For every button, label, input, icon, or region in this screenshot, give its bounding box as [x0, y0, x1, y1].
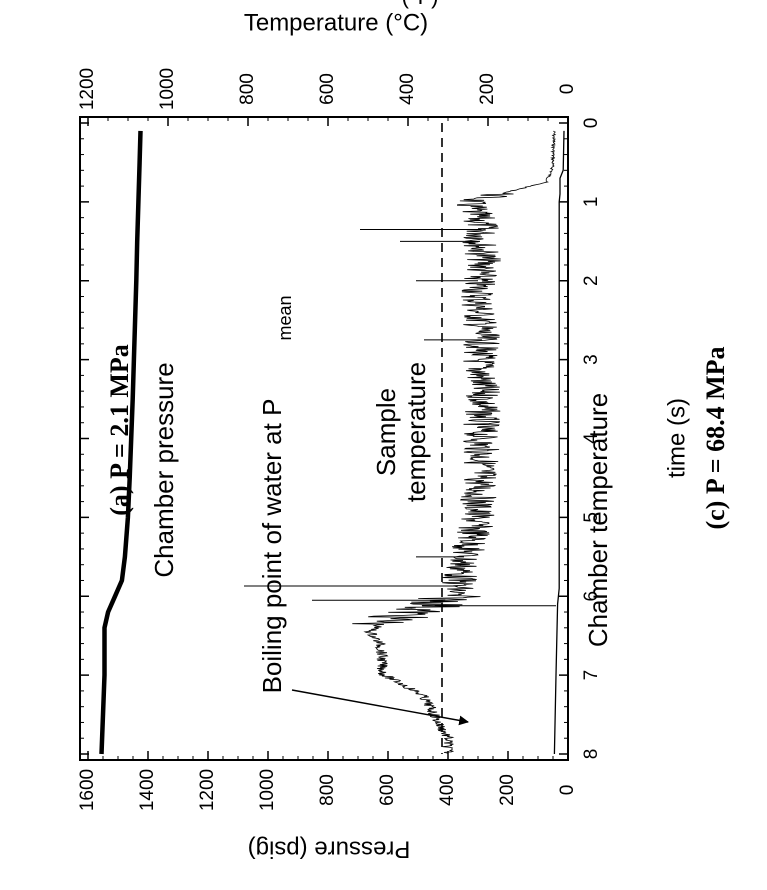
pressure-tick-label: 600	[377, 774, 398, 806]
sample-temperature-line	[352, 130, 557, 754]
plot-group: 0 1 2 3 4 5 6 7 8 0 200 400 600 800 1000 1200 1400 1600 0 2…	[77, 0, 730, 863]
boiling-point-subscript: mean	[275, 295, 295, 340]
pressure-tick-label: 400	[437, 774, 458, 806]
chamber-pressure-label: Chamber pressure	[149, 362, 179, 577]
temperature-tick-label: 1200	[77, 68, 98, 110]
label-layer: 0 1 2 3 4 5 6 7 8 0 200 400 600 800 1000 1200 1400 1600 0 2…	[77, 0, 730, 863]
temperature-axis-label: Temperature (°C)	[244, 9, 428, 36]
pressure-tick-label: 1200	[197, 769, 218, 811]
boiling-point-arrow	[291, 689, 469, 726]
chamber-temperature-line	[553, 130, 565, 755]
time-tick-label: 4	[581, 433, 602, 444]
pressure-tick-label: 1400	[137, 769, 158, 811]
time-tick-label: 0	[581, 118, 602, 129]
temperature-cut-label: (°F)	[402, 0, 439, 9]
temperature-tick-label: 400	[397, 73, 418, 105]
pressure-tick-label: 1600	[77, 769, 98, 811]
pressure-tick-label: 0	[557, 785, 578, 796]
pressure-tick-label: 800	[317, 774, 338, 806]
temperature-tick-label: 0	[557, 84, 578, 95]
chamber-temperature-label: Chamber temperature	[583, 393, 613, 647]
time-axis-label: time (s)	[663, 398, 690, 478]
tick-layer	[79, 116, 569, 761]
sample-temperature-label-2: temperature	[401, 362, 431, 502]
chamber-pressure-line	[99, 130, 143, 755]
temperature-tick-label: 800	[237, 73, 258, 105]
time-tick-label: 2	[581, 275, 602, 286]
time-tick-label: 7	[581, 670, 602, 681]
sample-temperature-label: Sample	[371, 388, 401, 476]
time-tick-label: 5	[581, 512, 602, 523]
boiling-point-label: Boiling point of water at P	[257, 399, 287, 694]
series-layer	[99, 123, 565, 755]
time-tick-label: 1	[581, 197, 602, 208]
time-tick-label: 6	[581, 591, 602, 602]
time-tick-label: 3	[581, 354, 602, 365]
temperature-tick-label: 200	[477, 73, 498, 105]
pressure-axis-label: Pressure (psig)	[248, 836, 411, 863]
caption-bottom: (c) P = 68.4 MPa	[701, 346, 730, 529]
temperature-tick-label: 600	[317, 73, 338, 105]
time-tick-label: 8	[581, 749, 602, 760]
pressure-tick-label: 1000	[257, 769, 278, 811]
pressure-tick-label: 200	[497, 774, 518, 806]
temperature-tick-label: 1000	[157, 68, 178, 110]
